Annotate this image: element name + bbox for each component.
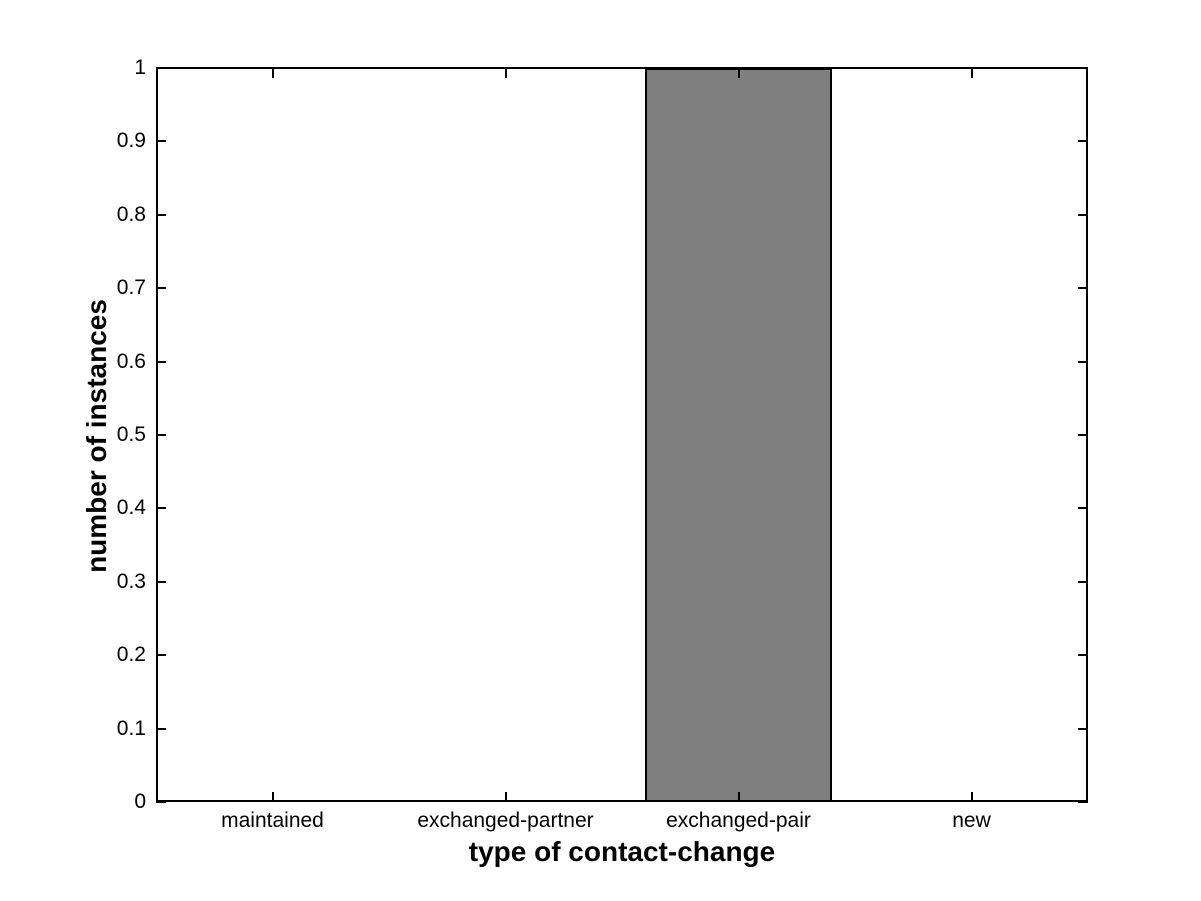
x-axis-tick bbox=[271, 792, 274, 802]
x-axis-tick-label: exchanged-pair bbox=[666, 809, 811, 832]
y-axis-tick-right bbox=[1078, 213, 1088, 216]
y-axis-tick bbox=[156, 287, 166, 290]
y-axis-tick-label: 0.9 bbox=[116, 129, 146, 153]
y-axis-tick-label: 0.1 bbox=[116, 716, 146, 740]
y-axis-tick bbox=[156, 727, 166, 730]
y-axis-tick-right bbox=[1078, 140, 1088, 143]
y-axis-tick-right bbox=[1078, 580, 1088, 583]
y-axis-tick-label: 0.6 bbox=[116, 349, 146, 373]
y-axis-tick bbox=[156, 580, 166, 583]
x-axis-tick-label: exchanged-partner bbox=[417, 809, 594, 832]
y-axis-tick-right bbox=[1078, 67, 1088, 69]
y-axis-tick bbox=[156, 507, 166, 510]
y-axis-tick-right bbox=[1078, 287, 1088, 290]
y-axis-tick bbox=[156, 360, 166, 363]
x-axis-tick-label: new bbox=[952, 809, 991, 832]
y-axis-tick bbox=[156, 801, 166, 803]
x-axis-tick-top bbox=[737, 68, 740, 78]
y-axis-tick-right bbox=[1078, 360, 1088, 363]
y-axis-tick-right bbox=[1078, 434, 1088, 436]
y-axis-tick bbox=[156, 213, 166, 216]
y-axis-tick bbox=[156, 434, 166, 436]
y-axis-tick-label: 1 bbox=[134, 56, 146, 79]
x-axis-tick bbox=[970, 792, 973, 802]
y-axis-tick-right bbox=[1078, 801, 1088, 803]
x-axis-tick bbox=[737, 792, 740, 802]
y-axis-tick-label: 0.2 bbox=[116, 643, 146, 667]
y-axis-tick-label: 0 bbox=[134, 790, 146, 813]
y-axis-tick-right bbox=[1078, 727, 1088, 730]
plot-area bbox=[156, 67, 1088, 802]
x-axis-tick-top bbox=[504, 68, 507, 78]
x-axis-tick-top bbox=[970, 68, 973, 78]
y-axis-tick-right bbox=[1078, 507, 1088, 510]
y-axis-tick-label: 0.3 bbox=[116, 569, 146, 593]
y-axis-tick-label: 0.5 bbox=[116, 423, 146, 446]
y-axis-tick bbox=[156, 67, 166, 69]
y-axis-tick-label: 0.8 bbox=[116, 202, 146, 226]
y-axis-tick-right bbox=[1078, 654, 1088, 657]
x-axis-tick-label: maintained bbox=[221, 809, 324, 832]
y-axis-tick bbox=[156, 140, 166, 143]
x-axis-label: type of contact-change bbox=[468, 836, 776, 867]
y-axis-tick bbox=[156, 654, 166, 657]
y-axis-tick-label: 0.4 bbox=[116, 496, 146, 520]
bar-exchanged-pair bbox=[645, 68, 832, 802]
y-axis-tick-label: 0.7 bbox=[116, 276, 146, 300]
x-axis-tick-top bbox=[271, 68, 274, 78]
x-axis-tick bbox=[504, 792, 507, 802]
